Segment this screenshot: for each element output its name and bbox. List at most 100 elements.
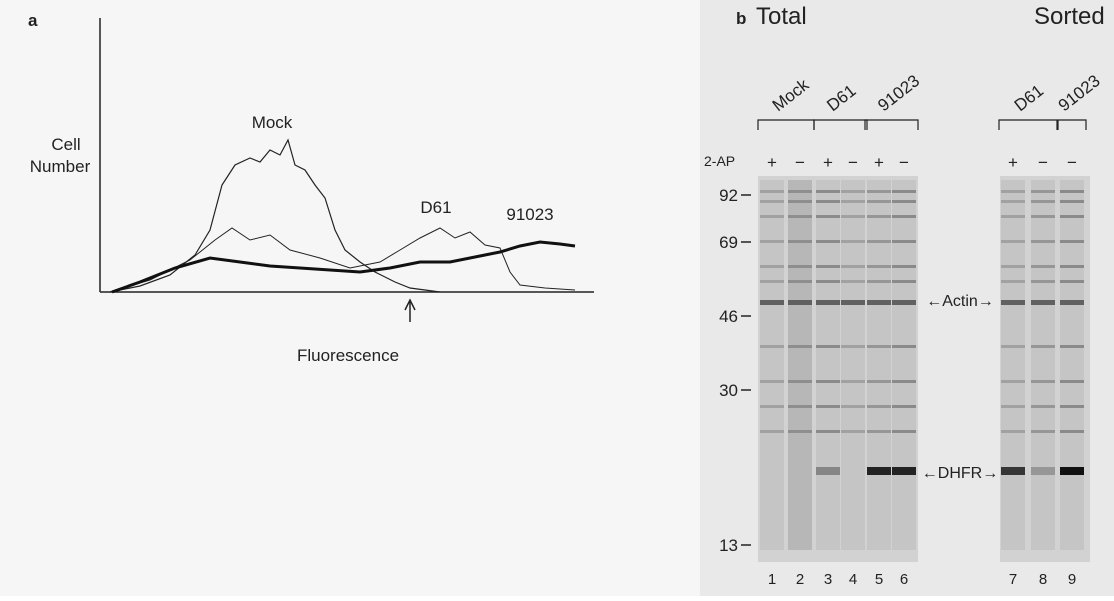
y-axis-label: Cell [51,135,80,154]
gel-band [841,280,865,283]
gel-band [892,345,916,348]
gel-band [867,265,891,268]
arrow-head [404,298,416,311]
gel-band [816,380,840,383]
gel-band [892,280,916,283]
treatment: − [899,153,909,172]
gel-band [760,190,784,193]
gel-band [867,430,891,433]
gel-band [867,380,891,383]
lane-number: 8 [1039,571,1047,588]
gel-band [816,200,840,203]
marker-label: 69 [719,233,738,252]
gel-band [1001,240,1025,243]
lane-smear [892,180,916,550]
gel-band [1031,430,1055,433]
gel-band [816,190,840,193]
treatment: − [1067,153,1077,172]
panel-label: b [736,9,746,28]
lane-number: 3 [824,571,832,588]
gel-band [816,405,840,408]
gel-band [841,300,865,305]
gel-band [841,200,865,203]
gel-band [892,190,916,193]
marker-label: 30 [719,381,738,400]
gel-band [1031,380,1055,383]
gel-band [760,345,784,348]
bracket [1057,119,1087,130]
gel-band [816,345,840,348]
gel-band [867,190,891,193]
lane-smear [1001,180,1025,550]
gel-band [816,300,840,305]
gel-band [1031,280,1055,283]
dhfr-band [1060,467,1084,475]
gel-band [841,265,865,268]
gel-band [760,215,784,218]
gel-band [1001,380,1025,383]
gel-band [1060,300,1084,305]
gel-band [760,240,784,243]
lane-smear [1031,180,1055,550]
panel-label: a [28,11,38,30]
row-label: 2-AP [704,153,735,169]
gel-band [1001,430,1025,433]
gel-band [1001,280,1025,283]
gel-band [816,430,840,433]
dhfr-band [892,467,916,475]
gel-band [892,215,916,218]
label-bg [920,288,1000,312]
bracket [998,119,1058,130]
gel-band [760,265,784,268]
panel-a: a Cell Number Mock D61 91023 Fluorescenc… [28,11,594,365]
gel-band [867,240,891,243]
gel-band [760,280,784,283]
gel-band [1031,240,1055,243]
gel-band [1001,200,1025,203]
lane-smear [816,180,840,550]
total-title: Total [756,3,807,30]
bracket [864,119,919,130]
gel-band [841,430,865,433]
gel-band [1060,380,1084,383]
curve-label: D61 [420,198,451,217]
gel-band [1031,190,1055,193]
gel-band [760,300,784,305]
gel-sorted [1000,176,1090,562]
gel-band [816,215,840,218]
lane-number: 6 [900,571,908,588]
gel-band [1060,190,1084,193]
gel-band [788,300,812,305]
sorted-title: Sorted [1034,3,1105,30]
y-axis-label: Number [30,157,91,176]
gel-band [1031,200,1055,203]
dhfr-band [867,467,891,475]
gel-band [1060,240,1084,243]
gel-band [816,265,840,268]
gel-band [1060,345,1084,348]
gel-band [841,190,865,193]
gel-band [892,300,916,305]
gel-band [788,215,812,218]
gel-band [788,200,812,203]
gel-band [1060,265,1084,268]
gel-band [788,265,812,268]
gel-band [841,380,865,383]
gel-band [788,380,812,383]
gel-band [1001,190,1025,193]
lane-number: 9 [1068,571,1076,588]
gel-band [1060,430,1084,433]
gel-band [1001,405,1025,408]
gel-band [867,345,891,348]
curve-label: 91023 [506,205,553,224]
gel-band [892,200,916,203]
gel-band [816,280,840,283]
gel-band [892,405,916,408]
gel-band [760,380,784,383]
treatment: + [874,153,884,172]
gel-band [1001,215,1025,218]
gel-band [760,405,784,408]
gel-band [1060,280,1084,283]
gel-band [867,215,891,218]
lane-number: 2 [796,571,804,588]
